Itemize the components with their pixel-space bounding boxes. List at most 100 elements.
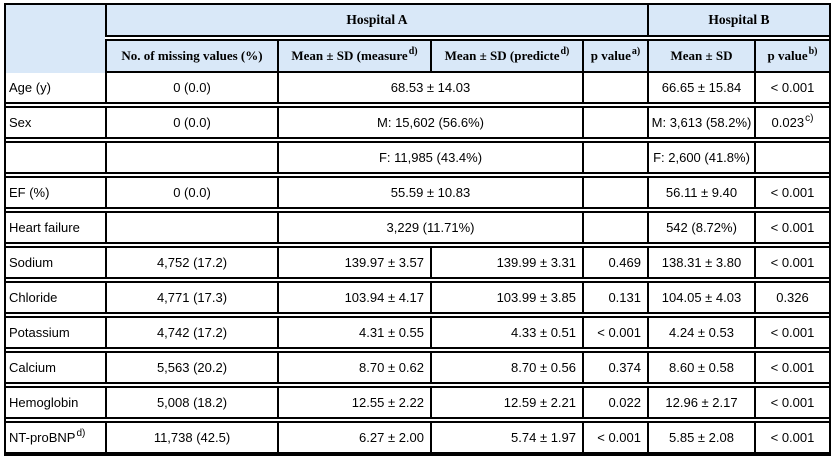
missing-values-cell xyxy=(105,143,277,172)
hospital-b-header: Hospital B xyxy=(647,5,829,35)
table-row-sex: Sex 0 (0.0) M: 15,602 (56.6%) M: 3,613 (… xyxy=(6,106,829,139)
pvalue-b-cell: < 0.001 xyxy=(754,353,829,382)
col-header-missing: No. of missing values (%) xyxy=(105,41,277,71)
merged-value-cell: 3,229 (11.71%) xyxy=(277,213,582,242)
missing-values-cell: 4,742 (17.2) xyxy=(105,318,277,347)
missing-values-cell xyxy=(105,213,277,242)
table-row-sodium: Sodium 4,752 (17.2) 139.97 ± 3.57 139.99… xyxy=(6,246,829,279)
pvalue-a-cell: 0.374 xyxy=(582,353,647,382)
missing-values-cell: 5,563 (20.2) xyxy=(105,353,277,382)
hospital-b-mean-cell: 5.85 ± 2.08 xyxy=(647,423,754,452)
pvalue-b-cell xyxy=(754,143,829,172)
row-label-cell: Heart failure xyxy=(9,220,80,235)
predicted-cell: 12.59 ± 2.21 xyxy=(430,388,582,417)
table-header: Hospital A Hospital B No. of missing val… xyxy=(6,5,829,73)
row-label-cell xyxy=(6,143,105,172)
missing-values-cell: 0 (0.0) xyxy=(105,108,277,137)
hospital-a-header: Hospital A xyxy=(105,5,647,35)
pvalue-b-cell: < 0.001 xyxy=(754,178,829,207)
hospital-b-mean-cell: 8.60 ± 0.58 xyxy=(647,353,754,382)
footnote-marker: d) xyxy=(408,46,418,57)
merged-value-cell: F: 11,985 (43.4%) xyxy=(277,143,582,172)
table-row-calcium: Calcium 5,563 (20.2) 8.70 ± 0.62 8.70 ± … xyxy=(6,351,829,384)
hospital-b-mean-cell: F: 2,600 (41.8%) xyxy=(647,143,754,172)
footnote-marker: b) xyxy=(808,46,818,57)
pvalue-b-cell: < 0.001 xyxy=(754,248,829,277)
pvalue-a-cell xyxy=(582,143,647,172)
col-header-pvalue-a: p value a) xyxy=(582,41,647,71)
measured-cell: 139.97 ± 3.57 xyxy=(277,248,430,277)
pvalue-b-cell: 0.023 c) xyxy=(754,108,829,137)
pvalue-a-cell xyxy=(582,108,647,137)
table-row-potassium: Potassium 4,742 (17.2) 4.31 ± 0.55 4.33 … xyxy=(6,316,829,349)
hospital-b-mean-cell: 104.05 ± 4.03 xyxy=(647,283,754,312)
pvalue-a-cell xyxy=(582,73,647,102)
row-label-cell: Chloride xyxy=(9,290,58,305)
predicted-cell: 103.99 ± 3.85 xyxy=(430,283,582,312)
predicted-cell: 5.74 ± 1.97 xyxy=(430,423,582,452)
hospital-b-mean-cell: 138.31 ± 3.80 xyxy=(647,248,754,277)
hospital-b-mean-cell: M: 3,613 (58.2%) xyxy=(647,108,754,137)
col-header-measured: Mean ± SD (measure d) xyxy=(277,41,430,71)
missing-values-cell: 4,771 (17.3) xyxy=(105,283,277,312)
predicted-cell: 8.70 ± 0.56 xyxy=(430,353,582,382)
measured-cell: 8.70 ± 0.62 xyxy=(277,353,430,382)
footnote-marker: d) xyxy=(76,427,86,439)
pvalue-a-cell: 0.469 xyxy=(582,248,647,277)
merged-value-cell: 68.53 ± 14.03 xyxy=(277,73,582,102)
table-row-ntprobnp: NT-proBNP d) 11,738 (42.5) 6.27 ± 2.00 5.… xyxy=(6,421,829,454)
table-row-sex-female: F: 11,985 (43.4%) F: 2,600 (41.8%) xyxy=(6,141,829,174)
footnote-marker: a) xyxy=(631,46,641,57)
table-row-ef: EF (%) 0 (0.0) 55.59 ± 10.83 56.11 ± 9.4… xyxy=(6,176,829,209)
row-label-cell: Hemoglobin xyxy=(9,395,79,410)
col-header-predicted: Mean ± SD (predicte d) xyxy=(430,41,582,71)
measured-cell: 4.31 ± 0.55 xyxy=(277,318,430,347)
missing-values-cell: 5,008 (18.2) xyxy=(105,388,277,417)
row-label-cell: NT-proBNP d) xyxy=(9,427,86,445)
hospital-b-mean-cell: 4.24 ± 0.53 xyxy=(647,318,754,347)
table-row-heart-failure: Heart failure 3,229 (11.71%) 542 (8.72%)… xyxy=(6,211,829,244)
pvalue-a-cell xyxy=(582,178,647,207)
footnote-marker: d) xyxy=(560,46,570,57)
merged-value-cell: M: 15,602 (56.6%) xyxy=(277,108,582,137)
measured-cell: 103.94 ± 4.17 xyxy=(277,283,430,312)
column-header-row: No. of missing values (%) Mean ± SD (mea… xyxy=(105,39,829,73)
table-row-age: Age (y) 0 (0.0) 68.53 ± 14.03 66.65 ± 15… xyxy=(6,73,829,104)
pvalue-a-cell: < 0.001 xyxy=(582,318,647,347)
missing-values-cell: 4,752 (17.2) xyxy=(105,248,277,277)
hospital-b-mean-cell: 12.96 ± 2.17 xyxy=(647,388,754,417)
row-label-cell: Sex xyxy=(9,115,32,130)
pvalue-a-cell: < 0.001 xyxy=(582,423,647,452)
merged-value-cell: 55.59 ± 10.83 xyxy=(277,178,582,207)
pvalue-a-cell: 0.131 xyxy=(582,283,647,312)
col-header-pvalue-b: p value b) xyxy=(754,41,829,71)
predicted-cell: 139.99 ± 3.31 xyxy=(430,248,582,277)
table-row-chloride: Chloride 4,771 (17.3) 103.94 ± 4.17 103.… xyxy=(6,281,829,314)
pvalue-b-cell: < 0.001 xyxy=(754,213,829,242)
pvalue-a-cell xyxy=(582,213,647,242)
hospital-header-row: Hospital A Hospital B xyxy=(105,5,829,37)
row-label-cell: Sodium xyxy=(9,255,54,270)
pvalue-b-cell: 0.326 xyxy=(754,283,829,312)
col-header-mean-sd-b: Mean ± SD xyxy=(647,41,754,71)
pvalue-b-cell: < 0.001 xyxy=(754,423,829,452)
pvalue-a-cell: 0.022 xyxy=(582,388,647,417)
hospital-b-mean-cell: 542 (8.72%) xyxy=(647,213,754,242)
row-label-cell: Potassium xyxy=(9,325,70,340)
measured-cell: 12.55 ± 2.22 xyxy=(277,388,430,417)
missing-values-cell: 0 (0.0) xyxy=(105,73,277,102)
table-row-hemoglobin: Hemoglobin 5,008 (18.2) 12.55 ± 2.22 12.… xyxy=(6,386,829,419)
hospital-b-mean-cell: 66.65 ± 15.84 xyxy=(647,73,754,102)
missing-values-cell: 0 (0.0) xyxy=(105,178,277,207)
row-label-cell: Calcium xyxy=(9,360,56,375)
row-label-cell: Age (y) xyxy=(9,80,51,95)
footnote-marker: c) xyxy=(805,112,814,124)
measured-cell: 6.27 ± 2.00 xyxy=(277,423,430,452)
hospital-b-mean-cell: 56.11 ± 9.40 xyxy=(647,178,754,207)
missing-values-cell: 11,738 (42.5) xyxy=(105,423,277,452)
pvalue-b-cell: < 0.001 xyxy=(754,318,829,347)
predicted-cell: 4.33 ± 0.51 xyxy=(430,318,582,347)
pvalue-b-cell: < 0.001 xyxy=(754,73,829,102)
comparison-table: Hospital A Hospital B No. of missing val… xyxy=(4,3,831,456)
row-label-cell: EF (%) xyxy=(9,185,50,200)
